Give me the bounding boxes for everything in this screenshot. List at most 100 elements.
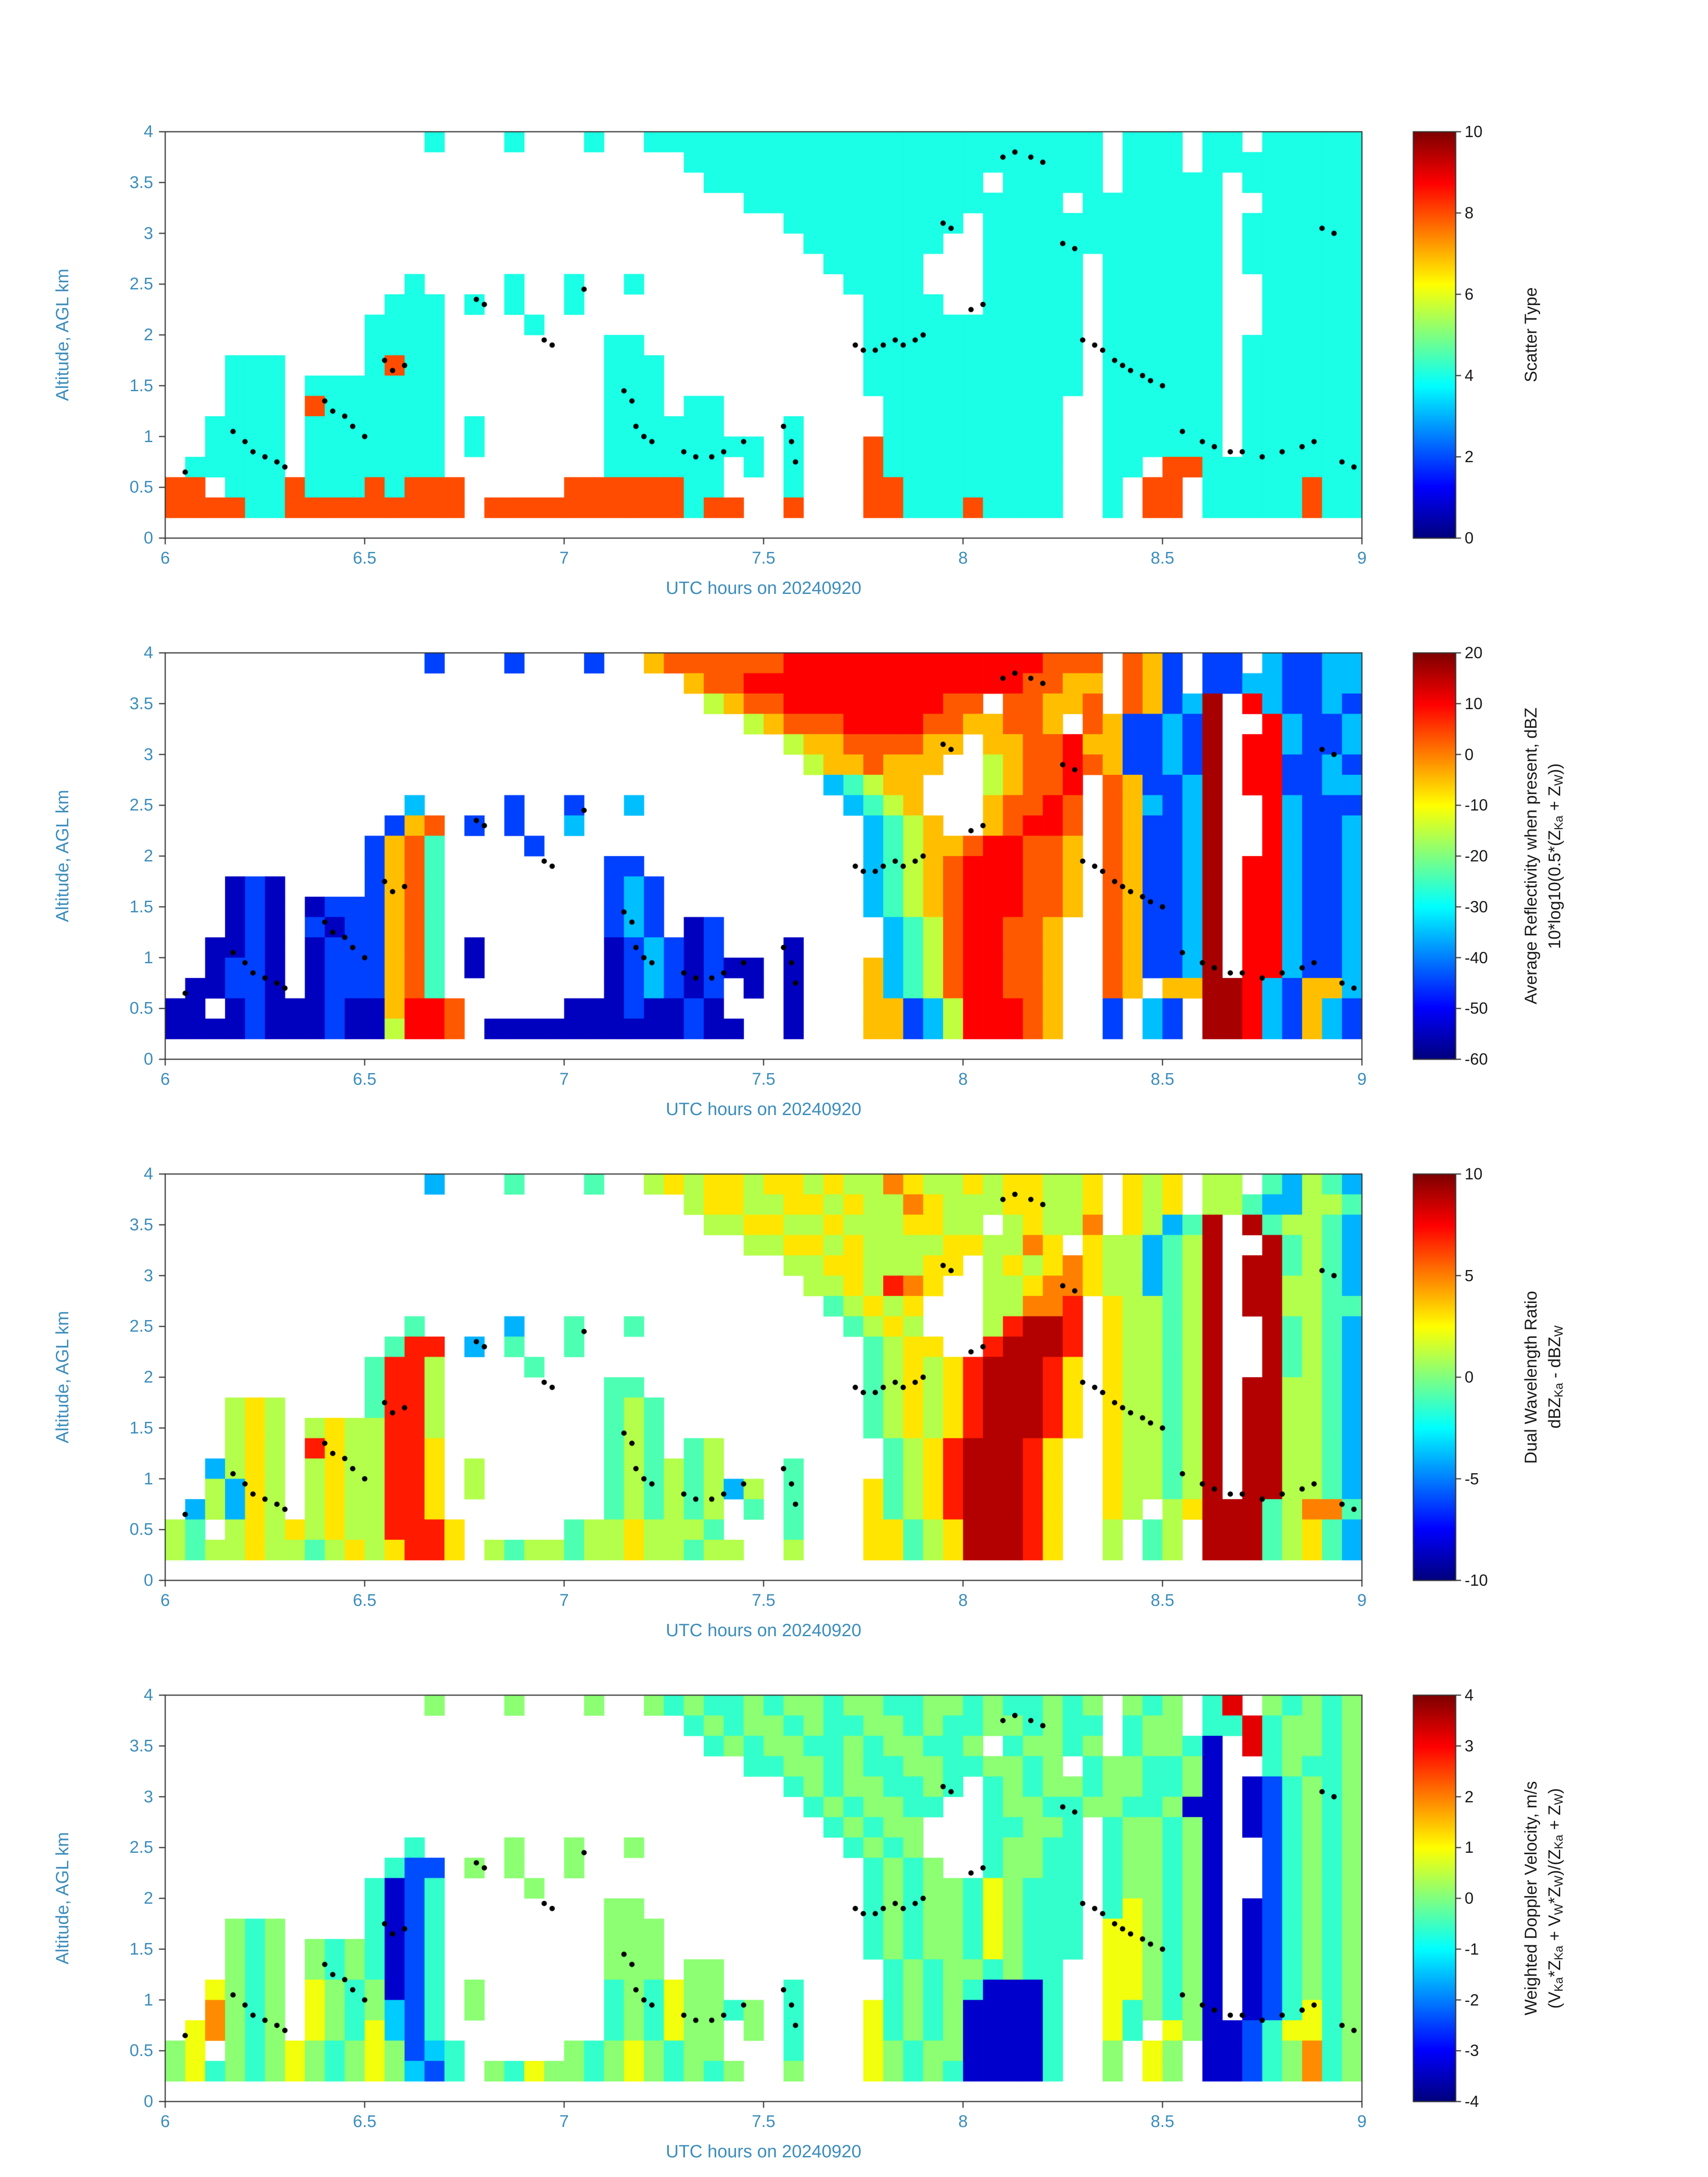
colorbar-tick-label: -30 (1465, 897, 1488, 916)
y-tick-label: 3.5 (129, 173, 153, 192)
x-tick-label: 7.5 (752, 2112, 776, 2131)
y-tick-label: 2.5 (129, 275, 153, 294)
colorbar-tick-label: 2 (1465, 447, 1474, 466)
x-tick-label: 6.5 (353, 1591, 377, 1610)
x-tick-label: 8 (958, 549, 968, 568)
x-tick-label: 7.5 (752, 1070, 776, 1089)
x-tick-label: 7 (559, 1070, 569, 1089)
colorbar-tick-label: 1 (1465, 1838, 1474, 1857)
colorbar-tick-label: 10 (1465, 694, 1483, 713)
colorbar-tick-label: 6 (1465, 285, 1474, 303)
y-axis-label: Altitude, AGL km (53, 1832, 72, 1965)
colorbar-tick-label: 0 (1465, 745, 1474, 764)
colorbar-tick-label: -2 (1465, 1990, 1479, 2009)
colorbar-tick-label: 5 (1465, 1266, 1474, 1285)
x-tick-label: 9 (1357, 2112, 1367, 2131)
colorbar-tick-label: 4 (1465, 1686, 1474, 1704)
y-tick-label: 2.5 (129, 796, 153, 815)
y-tick-label: 0.5 (129, 2041, 153, 2060)
colorbar-tick-label: 4 (1465, 366, 1474, 384)
x-tick-label: 6 (160, 2112, 170, 2131)
colorbar-tick-label: 2 (1465, 1787, 1474, 1806)
y-axis-label: Altitude, AGL km (53, 790, 72, 923)
colorbar-tick-label: 8 (1465, 204, 1474, 222)
y-tick-label: 4 (143, 122, 153, 141)
colorbar-tick-label: 3 (1465, 1736, 1474, 1755)
colorbar-title-line: dBZKa - dBZW (1545, 1325, 1566, 1429)
colorbar-title-line: Average Reflectivity when present, dBZ (1522, 707, 1541, 1005)
colorbar-tick-label: 10 (1465, 1165, 1483, 1183)
x-tick-label: 7 (559, 2112, 569, 2131)
y-axis-label: Altitude, AGL km (53, 1311, 72, 1444)
colorbar-title-line: 10*log10(0.5*(ZKa + ZW)) (1545, 763, 1566, 949)
colorbar-tick-label: -20 (1465, 847, 1488, 865)
y-tick-label: 1 (143, 1469, 153, 1488)
x-tick-label: 8.5 (1150, 549, 1174, 568)
colorbar-title-line: Scatter Type (1522, 287, 1541, 383)
y-tick-label: 3.5 (129, 1736, 153, 1755)
x-tick-label: 6 (160, 1070, 170, 1089)
colorbar-tick-label: -40 (1465, 948, 1488, 967)
panel-scatter-type: 0 0.5 1 1.5 2 2.5 3 3.5 4 6 6.5 7 7.5 8 8.5 9 UTC hours … (0, 122, 1708, 654)
y-tick-label: 2.5 (129, 1317, 153, 1336)
colorbar-title: Average Reflectivity when present, dBZ 10… (1522, 653, 1566, 1059)
x-axis-label: UTC hours on 20240920 (665, 2142, 862, 2161)
y-tick-label: 3 (143, 1266, 153, 1285)
y-tick-label: 2 (143, 847, 153, 865)
colorbar-title-line: (VKa*ZKa + VW*ZW)/(ZKa + ZW) (1545, 1788, 1566, 2009)
panel-average-reflectivity: 0 0.5 1 1.5 2 2.5 3 3.5 4 6 6.5 7 7.5 8 8.5 9 UTC hours … (0, 643, 1708, 1175)
x-tick-label: 6.5 (353, 1070, 377, 1089)
panel-weighted-doppler-velocity: 0 0.5 1 1.5 2 2.5 3 3.5 4 6 6.5 7 7.5 8 8.5 9 UTC hours … (0, 1686, 1708, 2177)
x-tick-label: 7.5 (752, 549, 776, 568)
colorbar-tick-label: 0 (1465, 529, 1474, 547)
x-tick-label: 9 (1357, 549, 1367, 568)
colorbar-title-line: Weighted Doppler Velocity, m/s (1522, 1781, 1541, 2016)
x-axis-label: UTC hours on 20240920 (665, 578, 862, 598)
x-tick-label: 8 (958, 2112, 968, 2131)
colorbar-tick-label: -50 (1465, 999, 1488, 1018)
y-tick-label: 0 (143, 1050, 153, 1069)
y-tick-label: 0.5 (129, 1520, 153, 1539)
y-tick-label: 2 (143, 326, 153, 344)
x-tick-label: 6 (160, 1591, 170, 1610)
y-tick-label: 1 (143, 948, 153, 967)
x-tick-label: 7.5 (752, 1591, 776, 1610)
colorbar-title-line: Dual Wavelength Ratio (1522, 1291, 1541, 1464)
y-tick-label: 1 (143, 427, 153, 446)
colorbar-tick-label: -1 (1465, 1939, 1479, 1958)
y-tick-label: 3 (143, 745, 153, 764)
y-tick-label: 0 (143, 529, 153, 547)
y-tick-label: 4 (143, 643, 153, 662)
x-tick-label: 8 (958, 1070, 968, 1089)
y-tick-label: 2 (143, 1889, 153, 1908)
y-tick-label: 3 (143, 224, 153, 243)
colorbar-title: Scatter Type (1522, 132, 1541, 538)
y-axis-label: Altitude, AGL km (53, 268, 72, 401)
y-tick-label: 0.5 (129, 999, 153, 1018)
y-tick-label: 3.5 (129, 694, 153, 713)
y-tick-label: 2 (143, 1368, 153, 1387)
y-tick-label: 4 (143, 1165, 153, 1183)
colorbar-tick-label: 0 (1465, 1368, 1474, 1386)
colorbar-tick-label: -5 (1465, 1469, 1479, 1488)
y-tick-label: 1 (143, 1990, 153, 2010)
colorbar-tick-label: -60 (1465, 1050, 1488, 1068)
colorbar-tick-label: -4 (1465, 2092, 1479, 2110)
y-tick-label: 2.5 (129, 1838, 153, 1857)
y-tick-label: 3 (143, 1787, 153, 1806)
colorbar-tick-label: -3 (1465, 2041, 1479, 2060)
x-tick-label: 8 (958, 1591, 968, 1610)
y-tick-label: 0.5 (129, 478, 153, 497)
y-tick-label: 1.5 (129, 897, 153, 916)
y-tick-label: 4 (143, 1686, 153, 1705)
colorbar-tick-label: -10 (1465, 796, 1488, 815)
y-tick-label: 1.5 (129, 1418, 153, 1437)
colorbar-title: Weighted Doppler Velocity, m/s (VKa*ZKa +… (1522, 1695, 1566, 2102)
colorbar-tick-label: 20 (1465, 643, 1483, 662)
y-tick-label: 0 (143, 1571, 153, 1590)
y-tick-label: 1.5 (129, 1939, 153, 1959)
y-tick-label: 1.5 (129, 376, 153, 395)
x-axis-label: UTC hours on 20240920 (665, 1099, 862, 1119)
x-tick-label: 6 (160, 549, 170, 568)
